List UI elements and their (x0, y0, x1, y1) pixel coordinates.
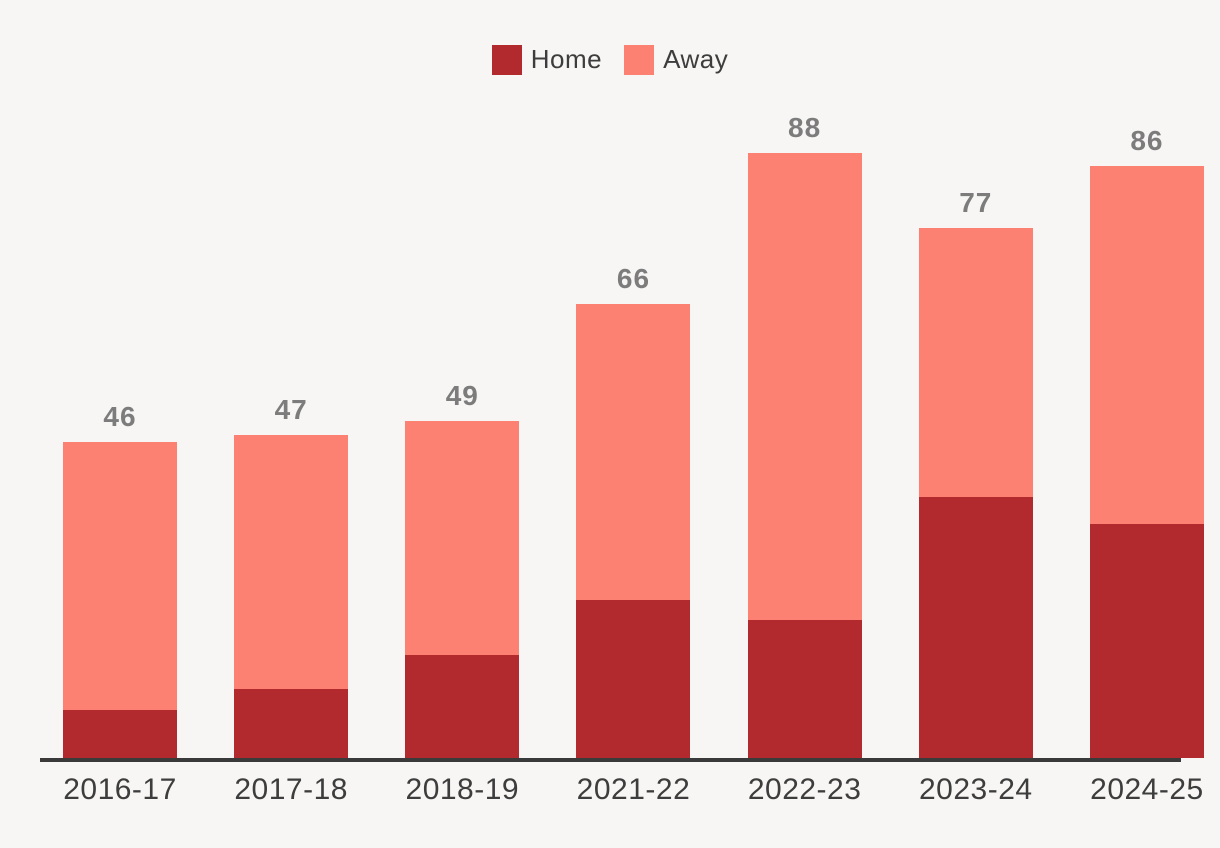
bar-total-label: 86 (1130, 125, 1164, 157)
legend-item-home: Home (491, 44, 603, 75)
stacked-bar-chart: 46 2016-17 47 2017-18 49 2018-19 66 2021-22 88 20… (40, 0, 1220, 806)
bar-segment-away (576, 303, 691, 600)
x-axis-label: 2022-23 (747, 773, 862, 806)
bar-total-label: 77 (959, 187, 993, 219)
legend-away-swatch-icon (624, 44, 655, 75)
bar-segment-away (405, 420, 520, 655)
bar-group: 77 2023-24 (918, 0, 1033, 806)
legend-home-swatch-icon (491, 44, 522, 75)
legend-away-label: Away (663, 44, 729, 74)
bar-segment-home (1089, 524, 1204, 758)
x-axis-label: 2024-25 (1090, 773, 1204, 806)
bar-segment-away (1089, 166, 1204, 525)
x-axis-line (40, 758, 1181, 762)
legend-item-away: Away (624, 44, 728, 75)
x-axis-label: 2018-19 (405, 773, 520, 806)
bar-segment-away (747, 152, 862, 621)
bar-group: 49 2018-19 (405, 0, 520, 806)
x-axis-label: 2016-17 (63, 773, 177, 806)
bar-segment-home (63, 709, 177, 758)
bar-segment-home (576, 599, 691, 758)
bar-group: 86 2024-25 (1089, 0, 1204, 806)
bar-segment-home (918, 496, 1033, 758)
bar-group: 47 2017-18 (234, 0, 349, 806)
x-axis-label: 2023-24 (918, 773, 1033, 806)
bar-group: 46 2016-17 (63, 0, 177, 806)
bar-segment-home (747, 620, 862, 758)
bar-total-label: 47 (274, 393, 308, 425)
bar-segment-home (234, 689, 349, 758)
bar-total-label: 46 (103, 400, 137, 432)
bar-total-label: 66 (616, 262, 651, 294)
legend: Home Away (0, 44, 1220, 75)
bar-group: 66 2021-22 (576, 0, 691, 806)
bar-segment-away (918, 228, 1033, 497)
legend-home-label: Home (530, 44, 603, 74)
bar-segment-away (63, 441, 177, 710)
bar-total-label: 88 (788, 111, 822, 143)
bar-total-label: 49 (445, 379, 479, 411)
bar-segment-home (405, 654, 520, 758)
x-axis-label: 2021-22 (576, 773, 691, 806)
x-axis-label: 2017-18 (234, 773, 348, 806)
bar-group: 88 2022-23 (747, 0, 862, 806)
bar-segment-away (234, 434, 349, 690)
